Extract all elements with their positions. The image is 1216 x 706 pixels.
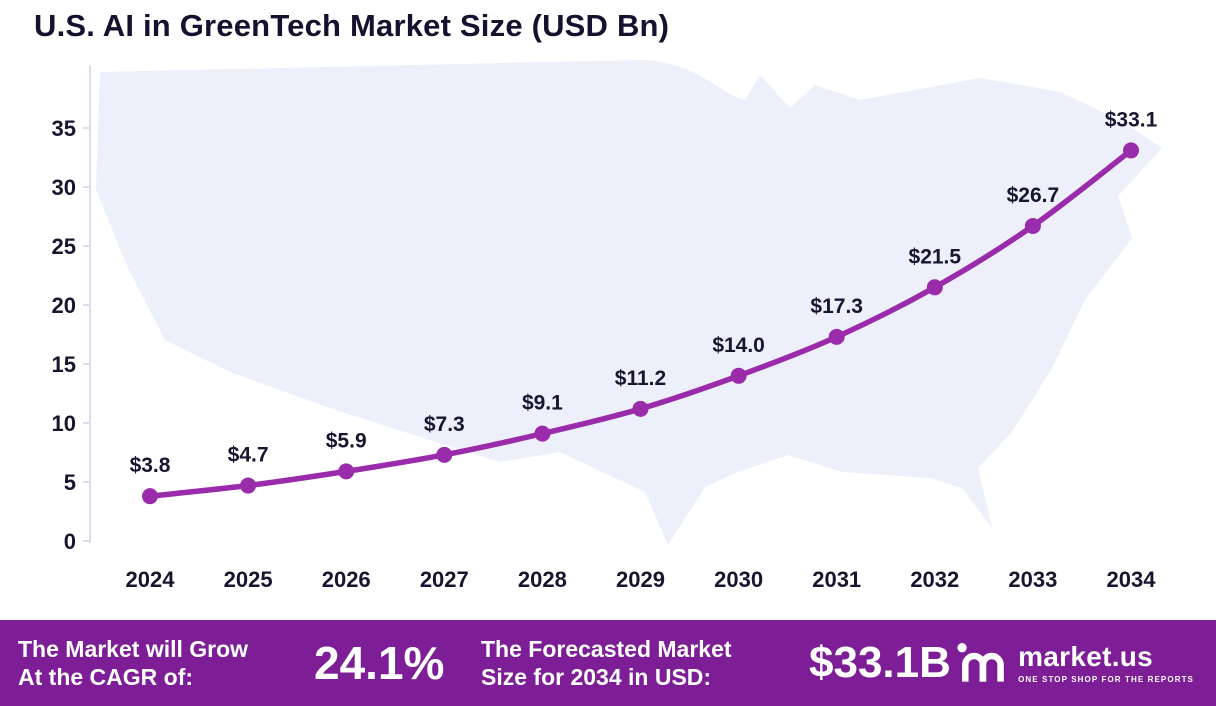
x-tick-label: 2029: [616, 567, 665, 592]
x-tick-label: 2027: [420, 567, 469, 592]
forecast-label-line1: The Forecasted Market: [481, 635, 732, 662]
us-map-silhouette: [96, 60, 1162, 545]
marketus-logo: market.us ONE STOP SHOP FOR THE REPORTS: [956, 640, 1198, 686]
y-tick-label: 25: [52, 234, 76, 259]
cagr-value: 24.1%: [314, 637, 445, 689]
y-tick-label: 5: [64, 470, 76, 495]
y-tick-label: 15: [52, 352, 76, 377]
data-point: [436, 446, 453, 463]
x-tick-label: 2024: [126, 567, 176, 592]
x-tick-label: 2033: [1008, 567, 1057, 592]
y-tick-label: 10: [52, 411, 76, 436]
x-tick-label: 2034: [1107, 567, 1157, 592]
cagr-label-line2: At the CAGR of:: [18, 664, 194, 690]
x-tick-label: 2032: [910, 567, 959, 592]
data-label: $4.7: [228, 444, 269, 467]
data-label: $21.5: [909, 245, 962, 268]
data-label: $9.1: [522, 392, 563, 415]
data-label: $33.1: [1105, 108, 1158, 131]
data-point: [338, 463, 355, 480]
series-line: [147, 147, 1134, 499]
data-label: $11.2: [615, 367, 666, 390]
brand-name: market.us: [1018, 640, 1154, 672]
y-tick-label: 35: [52, 116, 76, 141]
cagr-label-line1: The Market will Grow: [18, 635, 249, 662]
data-point: [828, 328, 845, 345]
data-label: $17.3: [810, 295, 863, 318]
data-point: [1123, 142, 1139, 159]
data-point: [926, 279, 943, 296]
forecast-value: $33.1B: [809, 638, 951, 687]
x-tick-label: 2025: [224, 567, 273, 592]
brand-text: market.us ONE STOP SHOP FOR THE REPORTS: [1018, 640, 1194, 684]
cagr-label: The Market will Grow At the CAGR of:: [18, 635, 286, 691]
data-point: [730, 367, 747, 384]
data-label: $7.3: [424, 413, 465, 436]
data-point: [632, 400, 649, 417]
x-tick-label: 2030: [714, 567, 763, 592]
data-label: $26.7: [1007, 184, 1060, 207]
chart-area: 0 5 10 15 20 25 30 35 2024 2025 2026 2027 2028 2029 20…: [52, 60, 1162, 592]
y-tick-label: 20: [52, 293, 76, 318]
x-tick-label: 2028: [518, 567, 567, 592]
brand-tagline: ONE STOP SHOP FOR THE REPORTS: [1018, 674, 1194, 684]
x-axis: 2024 2025 2026 2027 2028 2029 2030 2031 2032 2033…: [126, 567, 1157, 592]
x-tick-label: 2031: [812, 567, 861, 592]
chart-title: U.S. AI in GreenTech Market Size (USD Bn…: [34, 8, 670, 43]
y-axis: 0 5 10 15 20 25 30 35: [52, 66, 91, 554]
data-point: [142, 488, 158, 505]
data-label: $14.0: [712, 334, 765, 357]
forecast-label: The Forecasted Market Size for 2034 in U…: [481, 635, 781, 691]
forecast-label-line2: Size for 2034 in USD:: [481, 664, 712, 690]
data-point: [240, 477, 257, 494]
marketus-logo-icon: [957, 643, 1004, 682]
data-label: $3.8: [130, 454, 171, 477]
data-point: [534, 425, 551, 442]
y-tick-label: 0: [64, 529, 76, 554]
data-label: $5.9: [326, 429, 367, 452]
y-tick-label: 30: [52, 175, 76, 200]
x-tick-label: 2026: [322, 567, 371, 592]
summary-banner: The Market will Grow At the CAGR of: 24.…: [0, 620, 1216, 706]
data-point: [1024, 217, 1041, 234]
